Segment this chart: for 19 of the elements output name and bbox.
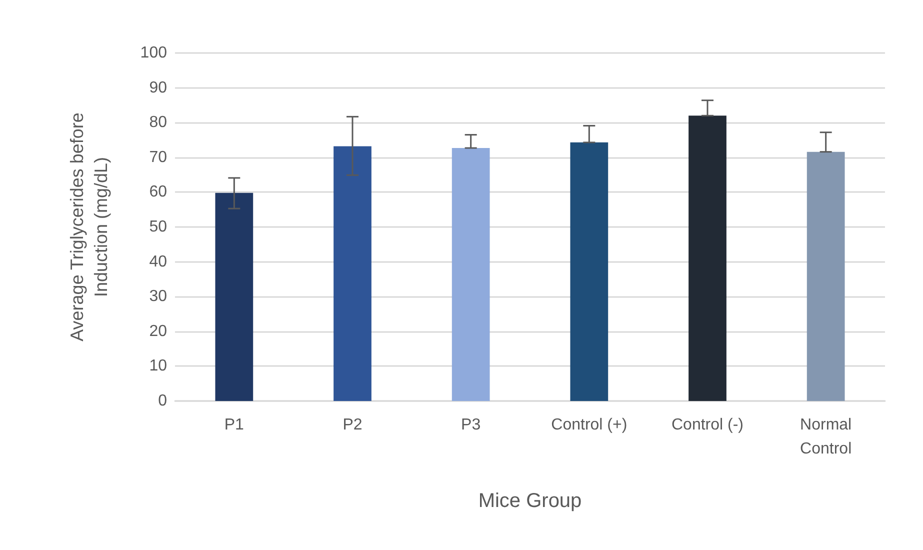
x-axis-title: Mice Group (478, 490, 582, 512)
x-tick-label: P2 (342, 416, 362, 434)
y-axis-title: Average Triglycerides before Induction (mg/dL) (67, 112, 111, 342)
y-tick-label: 80 (149, 114, 168, 132)
y-tick-label: 50 (149, 218, 168, 236)
y-tick-label: 30 (149, 288, 168, 306)
y-tick-label: 20 (149, 322, 168, 340)
y-tick-label: 90 (149, 79, 168, 96)
x-tick-label: P1 (224, 416, 244, 434)
x-tick-label: Control (-) (671, 416, 744, 434)
x-tick-label: P3 (461, 416, 481, 434)
y-tick-label: 60 (149, 184, 168, 201)
y-tick-label: 100 (140, 44, 168, 62)
x-tick-label: Control (+) (551, 416, 628, 434)
x-tick-label: Normal Control (800, 416, 852, 458)
y-tick-label: 0 (158, 392, 168, 410)
y-tick-label: 40 (149, 253, 168, 270)
y-tick-label: 70 (149, 148, 168, 166)
y-tick-label: 10 (149, 358, 168, 375)
